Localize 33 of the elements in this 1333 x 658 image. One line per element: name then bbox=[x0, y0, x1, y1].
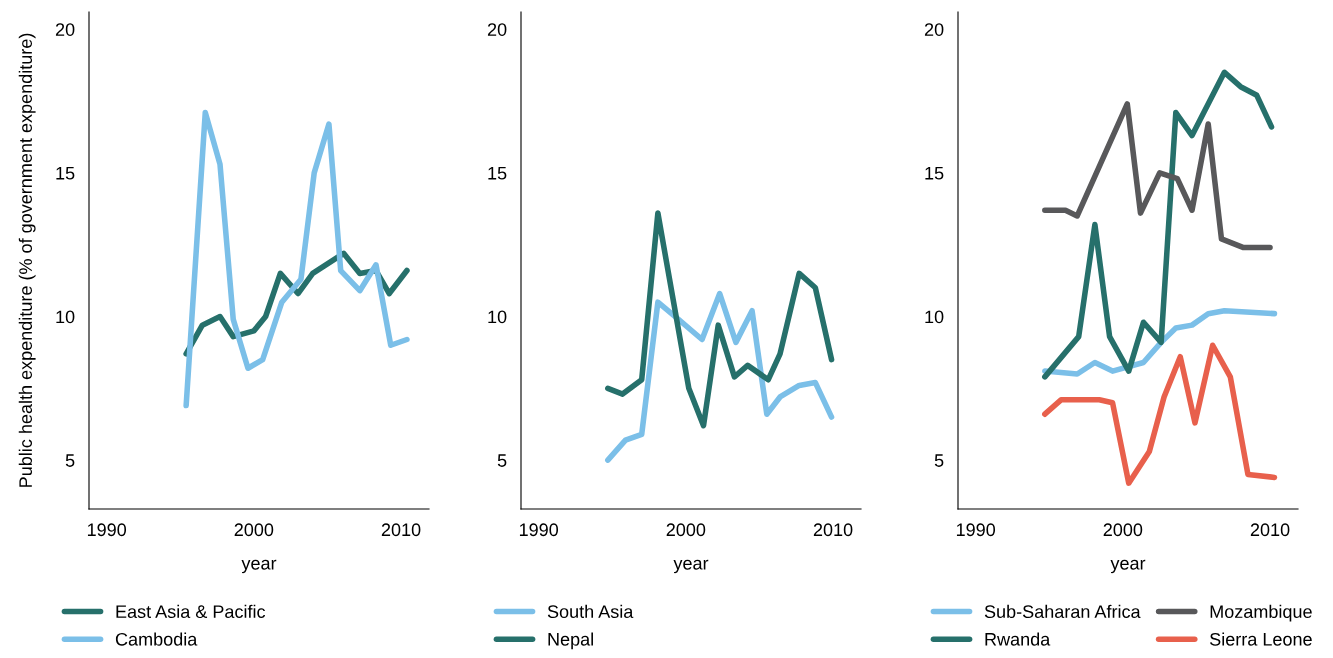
x-tick-label: 2010 bbox=[813, 523, 853, 537]
legend-label: East Asia & Pacific bbox=[116, 604, 266, 619]
legend-label: Mozambique bbox=[1210, 604, 1312, 622]
legend-label: Nepal bbox=[548, 632, 593, 650]
x-axis-title: year bbox=[1110, 559, 1146, 574]
y-tick-label: 5 bbox=[497, 454, 507, 467]
x-axis-title: year bbox=[241, 559, 277, 574]
legend-label: Sub-Saharan Africa bbox=[984, 604, 1141, 619]
x-tick-label: 2000 bbox=[666, 523, 706, 537]
x-tick-label: 1990 bbox=[87, 523, 127, 537]
y-tick-label: 10 bbox=[488, 310, 507, 324]
legend-label: Rwanda bbox=[985, 632, 1051, 646]
y-tick-label: 20 bbox=[487, 23, 507, 36]
y-tick-label: 15 bbox=[488, 167, 507, 180]
y-tick-label: 10 bbox=[56, 310, 75, 324]
y-tick-label: 5 bbox=[65, 454, 75, 467]
x-tick-label: 1990 bbox=[519, 523, 559, 537]
y-tick-label: 20 bbox=[55, 23, 75, 36]
y-tick-label: 5 bbox=[934, 454, 944, 467]
y-tick-label: 15 bbox=[56, 167, 75, 180]
y-tick-label: 20 bbox=[924, 23, 944, 36]
x-tick-label: 2010 bbox=[1250, 523, 1290, 537]
x-tick-label: 2000 bbox=[234, 523, 274, 537]
x-tick-label: 2000 bbox=[1103, 523, 1143, 537]
y-tick-label: 10 bbox=[925, 310, 944, 324]
x-tick-label: 1990 bbox=[956, 523, 996, 537]
x-axis-title: year bbox=[673, 559, 709, 574]
y-axis-title: Public health expenditure (% of government expenditure) bbox=[18, 33, 36, 487]
legend-label: Sierra Leone bbox=[1210, 632, 1312, 646]
x-tick-label: 2010 bbox=[381, 523, 421, 537]
legend-label: Cambodia bbox=[115, 632, 198, 646]
y-tick-label: 15 bbox=[925, 167, 944, 180]
legend-label: South Asia bbox=[547, 604, 634, 619]
